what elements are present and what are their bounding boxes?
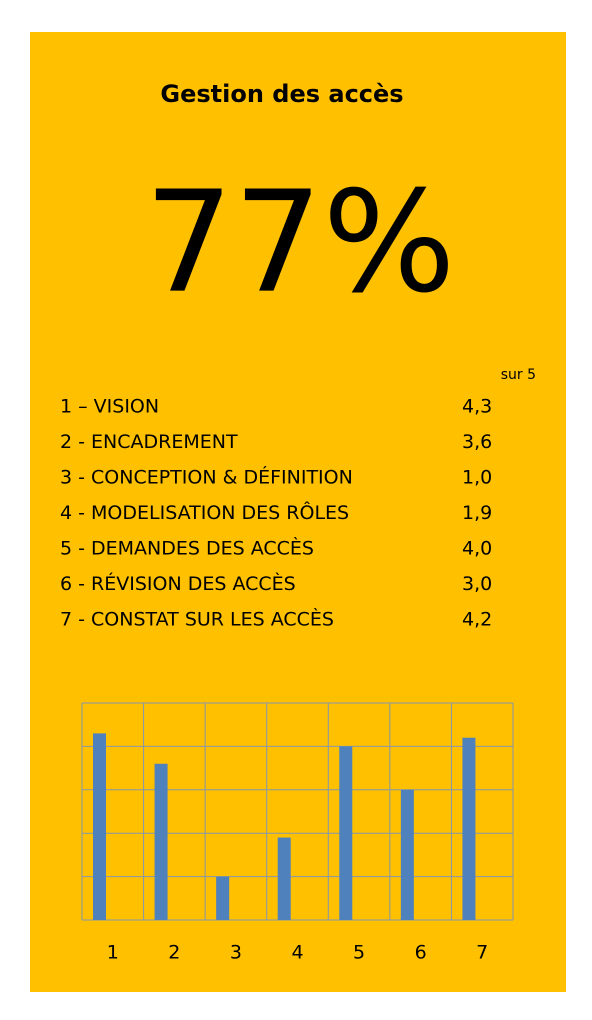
score-value: 4,2 (462, 609, 492, 631)
x-tick-label: 6 (415, 942, 427, 964)
score-value: 1,0 (462, 467, 492, 489)
score-label: 4 - MODELISATION DES RÔLES (60, 500, 349, 524)
x-tick-label: 4 (291, 942, 303, 964)
score: 77% (144, 162, 455, 325)
x-tick-label: 1 (107, 942, 119, 964)
title: Gestion des accès (160, 80, 403, 108)
unit-note: sur 5 (501, 367, 536, 383)
score-label: 7 - CONSTAT SUR LES ACCÈS (60, 608, 334, 631)
bar (400, 789, 414, 920)
bar (462, 737, 476, 920)
score-value: 3,6 (462, 431, 492, 453)
score-label: 2 - ENCADREMENT (60, 431, 238, 453)
x-tick-label: 7 (476, 942, 488, 964)
bar (216, 876, 230, 920)
bar (93, 733, 106, 920)
score-label: 3 - CONCEPTION & DÉFINITION (60, 466, 353, 489)
card-background (30, 32, 566, 992)
score-value: 4,0 (462, 538, 492, 560)
score-label: 6 - RÉVISION DES ACCÈS (60, 572, 296, 595)
x-tick-label: 5 (353, 942, 365, 964)
x-tick-label: 3 (230, 942, 242, 964)
bar (339, 746, 353, 920)
score-value: 1,9 (462, 502, 492, 524)
score-value: 3,0 (462, 573, 492, 595)
bar (154, 763, 168, 920)
score-label: 1 – VISION (60, 396, 159, 418)
bar (277, 837, 291, 920)
score-value: 4,3 (462, 396, 492, 418)
x-tick-label: 2 (168, 942, 180, 964)
score-label: 5 - DEMANDES DES ACCÈS (60, 537, 314, 560)
